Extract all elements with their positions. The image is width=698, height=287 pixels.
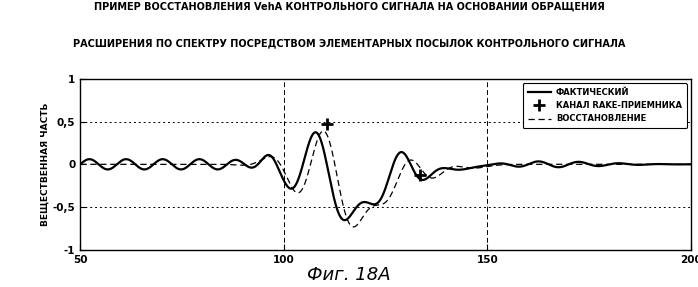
Text: ПРИМЕР ВОССТАНОВЛЕНИЯ VehA КОНТРОЛЬНОГО СИГНАЛА НА ОСНОВАНИИ ОБРАЩЕНИЯ: ПРИМЕР ВОССТАНОВЛЕНИЯ VehA КОНТРОЛЬНОГО … xyxy=(94,1,604,11)
Legend: ФАКТИЧЕСКИЙ, КАНАЛ RAKE-ПРИЕМНИКА, ВОССТАНОВЛЕНИЕ: ФАКТИЧЕСКИЙ, КАНАЛ RAKE-ПРИЕМНИКА, ВОССТ… xyxy=(523,83,687,128)
Text: РАСШИРЕНИЯ ПО СПЕКТРУ ПОСРЕДСТВОМ ЭЛЕМЕНТАРНЫХ ПОСЫЛОК КОНТРОЛЬНОГО СИГНАЛА: РАСШИРЕНИЯ ПО СПЕКТРУ ПОСРЕДСТВОМ ЭЛЕМЕН… xyxy=(73,39,625,49)
Y-axis label: ВЕЩЕСТВЕННАЯ ЧАСТЬ: ВЕЩЕСТВЕННАЯ ЧАСТЬ xyxy=(41,103,50,226)
Text: Фиг. 18А: Фиг. 18А xyxy=(307,266,391,284)
